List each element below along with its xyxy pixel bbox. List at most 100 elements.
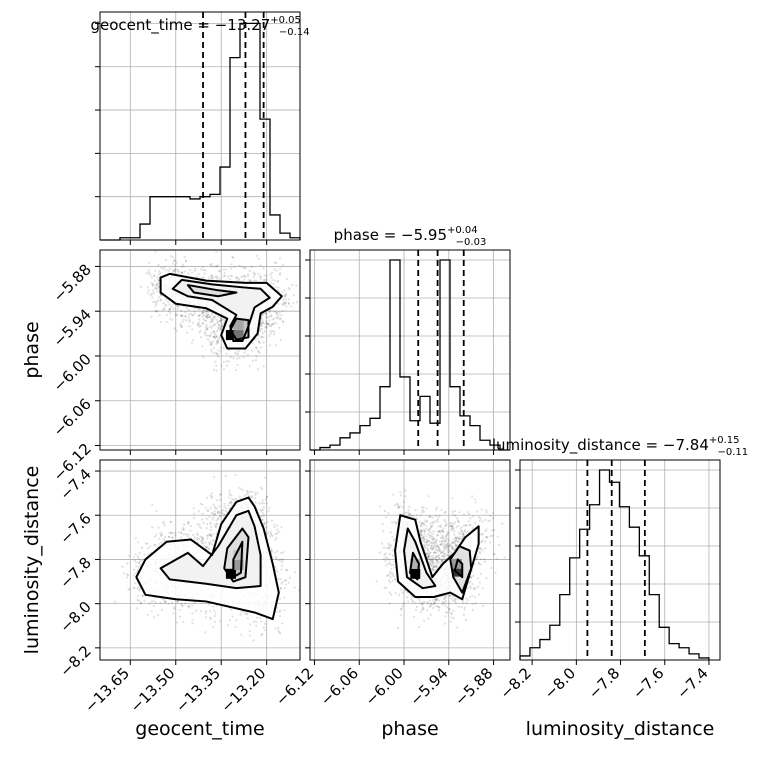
scatter-point bbox=[156, 290, 159, 293]
scatter-point bbox=[429, 604, 432, 608]
scatter-point bbox=[172, 259, 176, 262]
scatter-point bbox=[211, 277, 214, 280]
scatter-point bbox=[462, 524, 466, 527]
scatter-point bbox=[457, 537, 461, 540]
scatter-point bbox=[283, 302, 286, 306]
scatter-point bbox=[213, 614, 216, 618]
scatter-point bbox=[202, 321, 205, 325]
scatter-point bbox=[386, 573, 390, 577]
hist-bin-phase bbox=[420, 396, 430, 450]
scatter-point bbox=[446, 611, 449, 614]
scatter-point bbox=[181, 528, 185, 531]
scatter-point bbox=[433, 602, 436, 605]
scatter-point bbox=[181, 604, 184, 607]
scatter-point bbox=[277, 530, 281, 534]
scatter-point bbox=[420, 530, 423, 533]
scatter-point bbox=[163, 539, 166, 542]
scatter-point bbox=[443, 538, 446, 541]
scatter-point bbox=[220, 318, 224, 321]
scatter-point bbox=[268, 311, 271, 314]
scatter-point bbox=[422, 506, 425, 509]
scatter-point bbox=[442, 527, 445, 530]
scatter-point bbox=[143, 553, 146, 556]
scatter-point bbox=[167, 310, 171, 313]
scatter-point bbox=[222, 346, 225, 350]
scatter-point bbox=[383, 586, 386, 590]
scatter-point bbox=[194, 267, 197, 270]
scatter-point bbox=[393, 504, 397, 507]
scatter-point bbox=[281, 320, 284, 323]
scatter-point bbox=[213, 512, 216, 516]
scatter-point bbox=[255, 346, 258, 349]
scatter-point bbox=[176, 601, 179, 604]
scatter-point bbox=[407, 600, 410, 603]
scatter-point bbox=[429, 536, 432, 539]
scatter-point bbox=[428, 529, 431, 532]
scatter-point bbox=[450, 521, 453, 525]
scatter-point bbox=[457, 605, 460, 608]
scatter-point bbox=[229, 277, 232, 281]
y-tick-label-phase: −6.00 bbox=[50, 350, 95, 395]
plot-area bbox=[375, 489, 506, 630]
scatter-point bbox=[204, 269, 207, 272]
scatter-point bbox=[431, 554, 435, 557]
hist-bin-phase bbox=[340, 438, 350, 450]
scatter-point bbox=[150, 292, 154, 295]
x-tick-label-phase: −6.00 bbox=[362, 664, 407, 709]
scatter-point bbox=[414, 608, 417, 611]
scatter-point bbox=[492, 552, 496, 556]
scatter-point bbox=[467, 520, 470, 523]
scatter-point bbox=[164, 600, 167, 604]
scatter-point bbox=[218, 269, 221, 272]
scatter-point bbox=[260, 277, 263, 281]
scatter-point bbox=[275, 610, 278, 614]
scatter-point bbox=[247, 494, 250, 498]
scatter-point bbox=[433, 551, 436, 554]
scatter-point bbox=[429, 562, 432, 565]
scatter-point bbox=[262, 336, 265, 339]
scatter-point bbox=[249, 623, 252, 626]
scatter-point bbox=[205, 526, 208, 530]
scatter-point bbox=[270, 315, 273, 318]
scatter-point bbox=[279, 609, 282, 612]
scatter-point bbox=[141, 594, 144, 598]
scatter-point bbox=[437, 525, 440, 528]
scatter-point bbox=[177, 270, 180, 273]
scatter-point bbox=[181, 263, 184, 266]
scatter-point bbox=[421, 605, 424, 609]
scatter-point bbox=[439, 531, 442, 534]
scatter-point bbox=[281, 622, 284, 625]
scatter-point bbox=[157, 278, 160, 282]
scatter-point bbox=[272, 333, 276, 336]
scatter-point bbox=[220, 324, 223, 327]
scatter-point bbox=[138, 558, 141, 561]
scatter-point bbox=[219, 493, 222, 496]
scatter-point bbox=[285, 305, 288, 308]
scatter-point bbox=[215, 335, 218, 338]
scatter-point bbox=[258, 351, 261, 354]
scatter-point bbox=[232, 357, 235, 360]
scatter-point bbox=[468, 523, 471, 527]
scatter-point bbox=[496, 535, 499, 538]
scatter-point bbox=[154, 250, 157, 253]
scatter-point bbox=[448, 544, 451, 547]
scatter-point bbox=[431, 603, 434, 606]
scatter-point bbox=[168, 308, 171, 311]
scatter-point bbox=[426, 609, 429, 612]
scatter-point bbox=[244, 275, 247, 279]
scatter-point bbox=[209, 522, 213, 525]
scatter-point bbox=[144, 542, 148, 545]
scatter-point bbox=[283, 579, 287, 582]
scatter-point bbox=[201, 312, 204, 315]
hist-bin-phase bbox=[330, 445, 340, 450]
scatter-point bbox=[135, 607, 139, 610]
scatter-point bbox=[452, 609, 455, 613]
hist-bin-phase bbox=[470, 426, 480, 450]
scatter-point bbox=[433, 551, 436, 554]
scatter-point bbox=[164, 600, 167, 603]
scatter-point bbox=[205, 314, 209, 317]
scatter-point bbox=[179, 323, 182, 326]
scatter-point bbox=[449, 522, 452, 525]
scatter-point bbox=[274, 532, 277, 536]
scatter-point bbox=[180, 325, 184, 328]
